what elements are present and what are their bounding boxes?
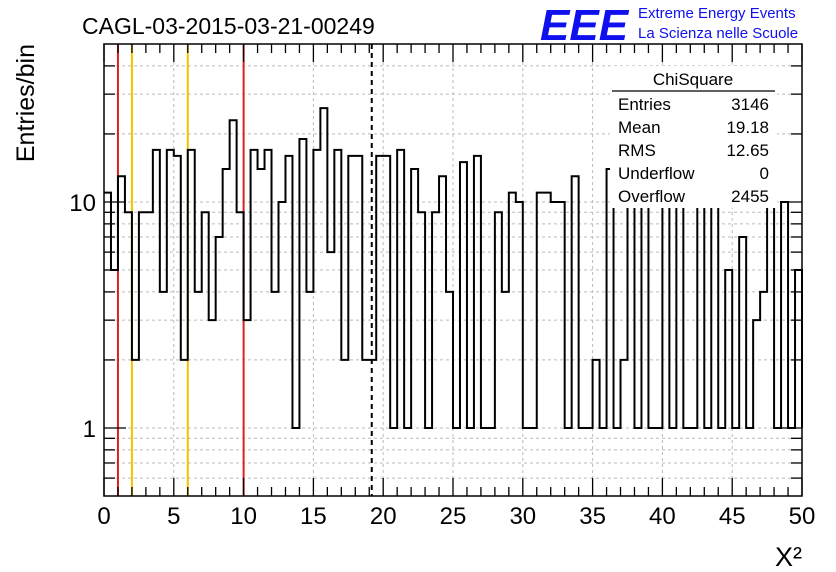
histogram-outline: [104, 107, 803, 429]
x-tick-label: 40: [649, 503, 676, 530]
x-tick-label: 15: [300, 503, 327, 530]
brand-line-1: Extreme Energy Events: [638, 5, 796, 22]
x-tick-label: 25: [440, 503, 467, 530]
stats-background: [610, 66, 777, 208]
run-title: CAGL-03-2015-03-21-00249: [82, 13, 375, 39]
y-tick-label: 1: [83, 416, 96, 443]
stats-value: 19.18: [726, 118, 769, 137]
stats-title: ChiSquare: [653, 70, 733, 89]
brand-line-2: La Scienza nelle Scuole: [638, 25, 798, 42]
x-tick-label: 10: [230, 503, 257, 530]
x-tick-label: 45: [719, 503, 746, 530]
stats-label: Mean: [618, 118, 661, 137]
stats-label: Entries: [618, 95, 671, 114]
x-tick-label: 5: [167, 503, 180, 530]
stats-label: Overflow: [618, 187, 686, 206]
axis-ticks: [103, 44, 803, 496]
x-tick-label: 35: [579, 503, 606, 530]
plot-frame: [103, 43, 803, 497]
y-tick-label: 10: [69, 190, 96, 217]
x-tick-label: 0: [97, 503, 110, 530]
y-axis-label: Entries/bin: [12, 44, 40, 162]
x-tick-label: 50: [789, 503, 816, 530]
stats-box: ChiSquare Entries 3146 Mean 19.18 RMS 12.65 Un…: [610, 66, 777, 208]
eee-logo: EEE: [540, 1, 630, 50]
x-axis-label: X²: [775, 542, 802, 572]
stats-value: 2455: [731, 187, 769, 206]
stats-label: Underflow: [618, 164, 695, 183]
stats-value: 12.65: [726, 141, 769, 160]
stats-value: 0: [760, 164, 769, 183]
x-tick-label: 20: [370, 503, 397, 530]
stats-label: RMS: [618, 141, 656, 160]
axis-tick-labels: 0 5 10 15 20 25 30 35 40 45 50 1 10: [69, 190, 815, 530]
x-tick-label: 30: [509, 503, 536, 530]
stats-value: 3146: [731, 95, 769, 114]
